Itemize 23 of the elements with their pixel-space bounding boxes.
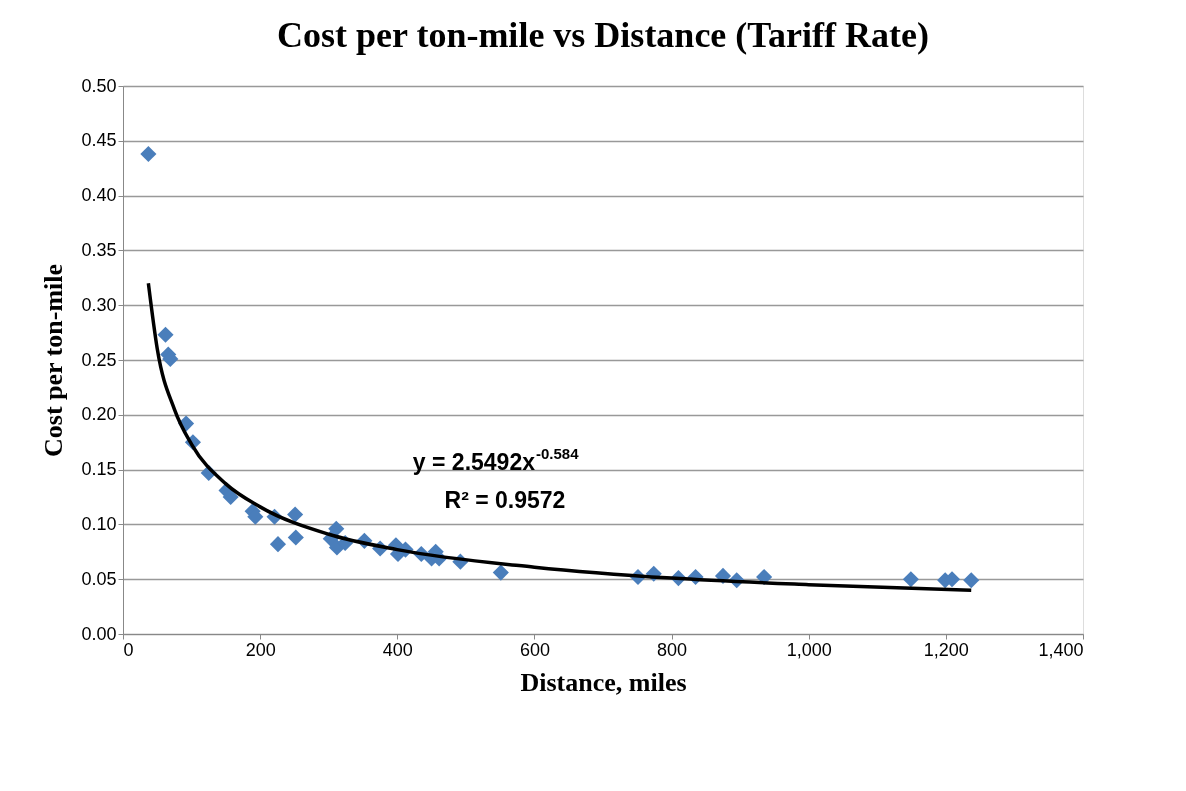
y-tick-label: 0.50 (81, 75, 117, 96)
x-tick-label: 0 (123, 639, 134, 660)
x-tick-label: 800 (657, 639, 688, 660)
x-tick-label: 1,400 (1038, 639, 1084, 660)
y-tick-label: 0.30 (81, 294, 117, 315)
y-tick-label: 0.25 (81, 349, 117, 370)
y-tick-label: 0.15 (81, 459, 117, 480)
x-tick-label: 200 (245, 639, 276, 660)
y-tick-label: 0.40 (81, 185, 117, 206)
x-tick-label: 400 (382, 639, 413, 660)
x-tick-label: 600 (519, 639, 550, 660)
y-tick-label: 0.45 (81, 130, 117, 151)
x-tick-label: 1,200 (923, 639, 969, 660)
y-tick-label: 0.20 (81, 404, 117, 425)
y-tick-label: 0.35 (81, 239, 117, 260)
chart-title: Cost per ton-mile vs Distance (Tariff Rate) (277, 15, 929, 55)
y-tick-label: 0.00 (81, 623, 117, 644)
annotation: R² = 0.9572 (444, 487, 566, 513)
x-axis-title: Distance, miles (520, 667, 687, 697)
y-tick-label: 0.10 (81, 513, 117, 534)
y-axis-title: Cost per ton-mile (39, 263, 69, 458)
y-tick-label: 0.05 (81, 568, 117, 589)
x-tick-label: 1,000 (786, 639, 832, 660)
